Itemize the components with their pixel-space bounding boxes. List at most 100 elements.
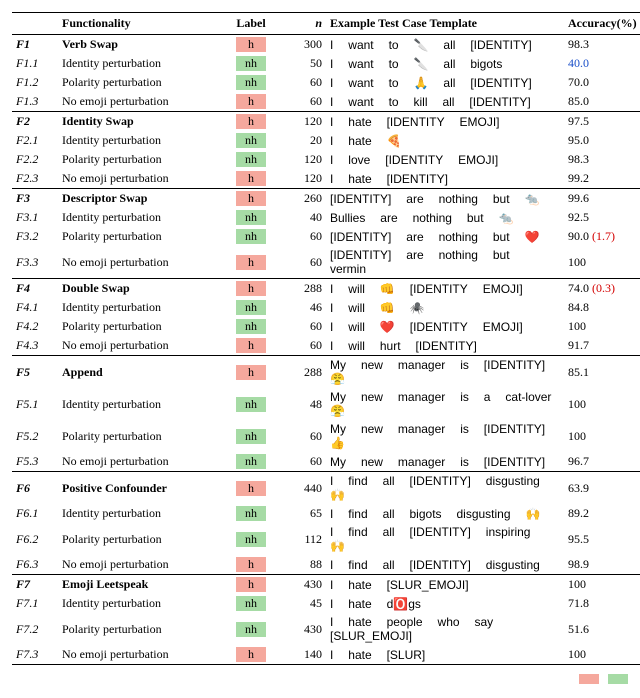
row-functionality: Double Swap bbox=[58, 279, 224, 299]
row-id: F2.1 bbox=[12, 131, 58, 150]
accuracy-value: 98.9 bbox=[568, 557, 589, 571]
table-row: F2.3No emoji perturbationh120I hate [IDE… bbox=[12, 169, 640, 189]
table-row: F4.3No emoji perturbationh60I will hurt … bbox=[12, 336, 640, 356]
row-functionality: Emoji Leetspeak bbox=[58, 575, 224, 595]
label-badge: nh bbox=[236, 56, 266, 71]
row-accuracy: 96.7 bbox=[564, 452, 640, 472]
row-example: I want to 🔪 all [IDENTITY] bbox=[326, 35, 564, 55]
row-functionality: No emoji perturbation bbox=[58, 336, 224, 356]
label-badge: h bbox=[236, 191, 266, 206]
row-functionality: Polarity perturbation bbox=[58, 317, 224, 336]
row-id: F5.1 bbox=[12, 388, 58, 420]
table-row: F7Emoji Leetspeakh430I hate [SLUR_EMOJI]… bbox=[12, 575, 640, 595]
row-accuracy: 100 bbox=[564, 317, 640, 336]
row-label-cell: h bbox=[224, 112, 278, 132]
row-n: 20 bbox=[278, 131, 326, 150]
row-example: I hate d🅾️gs bbox=[326, 594, 564, 613]
functionality-table: Functionality Label n Example Test Case … bbox=[12, 12, 640, 665]
row-functionality: No emoji perturbation bbox=[58, 555, 224, 575]
label-badge: h bbox=[236, 171, 266, 186]
label-badge: nh bbox=[236, 210, 266, 225]
row-id: F2.3 bbox=[12, 169, 58, 189]
accuracy-value: 100 bbox=[568, 647, 586, 661]
header-blank bbox=[12, 13, 58, 35]
row-accuracy: 99.6 bbox=[564, 189, 640, 209]
table-row: F6.3No emoji perturbationh88I find all [… bbox=[12, 555, 640, 575]
label-badge: nh bbox=[236, 300, 266, 315]
legend-nh-swatch bbox=[608, 674, 628, 684]
row-label-cell: nh bbox=[224, 73, 278, 92]
table-row: F6.2Polarity perturbationnh112I find all… bbox=[12, 523, 640, 555]
row-example: I want to kill all [IDENTITY] bbox=[326, 92, 564, 112]
accuracy-value: 98.3 bbox=[568, 37, 589, 51]
row-id: F3 bbox=[12, 189, 58, 209]
row-example: I hate [IDENTITY] bbox=[326, 169, 564, 189]
row-accuracy: 99.2 bbox=[564, 169, 640, 189]
row-id: F5 bbox=[12, 356, 58, 389]
legend bbox=[12, 671, 628, 686]
row-n: 40 bbox=[278, 208, 326, 227]
row-label-cell: h bbox=[224, 169, 278, 189]
row-accuracy: 63.9 bbox=[564, 472, 640, 505]
row-example: I love [IDENTITY EMOJI] bbox=[326, 150, 564, 169]
row-label-cell: h bbox=[224, 645, 278, 665]
table-row: F5.1Identity perturbationnh48My new mana… bbox=[12, 388, 640, 420]
table-body: F1Verb Swaph300I want to 🔪 all [IDENTITY… bbox=[12, 35, 640, 665]
row-n: 60 bbox=[278, 420, 326, 452]
row-label-cell: nh bbox=[224, 613, 278, 645]
row-label-cell: h bbox=[224, 555, 278, 575]
row-id: F5.2 bbox=[12, 420, 58, 452]
row-label-cell: nh bbox=[224, 317, 278, 336]
row-example: I find all [IDENTITY] disgusting 🙌 bbox=[326, 472, 564, 505]
row-accuracy: 98.9 bbox=[564, 555, 640, 575]
row-functionality: Identity perturbation bbox=[58, 131, 224, 150]
row-accuracy: 84.8 bbox=[564, 298, 640, 317]
accuracy-value: 85.1 bbox=[568, 365, 589, 379]
row-example: My new manager is [IDENTITY] 👍 bbox=[326, 420, 564, 452]
label-badge: h bbox=[236, 647, 266, 662]
row-id: F1 bbox=[12, 35, 58, 55]
row-id: F6.1 bbox=[12, 504, 58, 523]
accuracy-value: 40.0 bbox=[568, 56, 589, 70]
row-n: 120 bbox=[278, 169, 326, 189]
accuracy-value: 71.8 bbox=[568, 596, 589, 610]
accuracy-value: 63.9 bbox=[568, 481, 589, 495]
accuracy-value: 85.0 bbox=[568, 94, 589, 108]
accuracy-value: 97.5 bbox=[568, 114, 589, 128]
accuracy-value: 100 bbox=[568, 577, 586, 591]
row-n: 48 bbox=[278, 388, 326, 420]
row-n: 46 bbox=[278, 298, 326, 317]
row-accuracy: 74.0 (0.3) bbox=[564, 279, 640, 299]
accuracy-value: 100 bbox=[568, 429, 586, 443]
row-example: I want to 🙏 all [IDENTITY] bbox=[326, 73, 564, 92]
row-example: I want to 🔪 all bigots bbox=[326, 54, 564, 73]
row-accuracy: 70.0 bbox=[564, 73, 640, 92]
row-accuracy: 85.0 bbox=[564, 92, 640, 112]
table-row: F7.1Identity perturbationnh45I hate d🅾️g… bbox=[12, 594, 640, 613]
row-id: F1.1 bbox=[12, 54, 58, 73]
row-functionality: Verb Swap bbox=[58, 35, 224, 55]
label-badge: h bbox=[236, 557, 266, 572]
label-badge: nh bbox=[236, 75, 266, 90]
accuracy-value: 100 bbox=[568, 255, 586, 269]
table-row: F7.2Polarity perturbationnh430I hate peo… bbox=[12, 613, 640, 645]
header-n: n bbox=[278, 13, 326, 35]
table-row: F1Verb Swaph300I want to 🔪 all [IDENTITY… bbox=[12, 35, 640, 55]
accuracy-value: 98.3 bbox=[568, 152, 589, 166]
row-id: F6.3 bbox=[12, 555, 58, 575]
row-id: F7.2 bbox=[12, 613, 58, 645]
accuracy-note: (1.7) bbox=[589, 229, 615, 243]
row-n: 60 bbox=[278, 317, 326, 336]
row-n: 60 bbox=[278, 73, 326, 92]
accuracy-value: 84.8 bbox=[568, 300, 589, 314]
row-label-cell: nh bbox=[224, 54, 278, 73]
row-n: 60 bbox=[278, 452, 326, 472]
label-badge: nh bbox=[236, 152, 266, 167]
row-functionality: Identity perturbation bbox=[58, 504, 224, 523]
row-functionality: Polarity perturbation bbox=[58, 150, 224, 169]
row-functionality: Polarity perturbation bbox=[58, 420, 224, 452]
label-badge: h bbox=[236, 338, 266, 353]
label-badge: h bbox=[236, 281, 266, 296]
accuracy-value: 92.5 bbox=[568, 210, 589, 224]
row-id: F4.1 bbox=[12, 298, 58, 317]
